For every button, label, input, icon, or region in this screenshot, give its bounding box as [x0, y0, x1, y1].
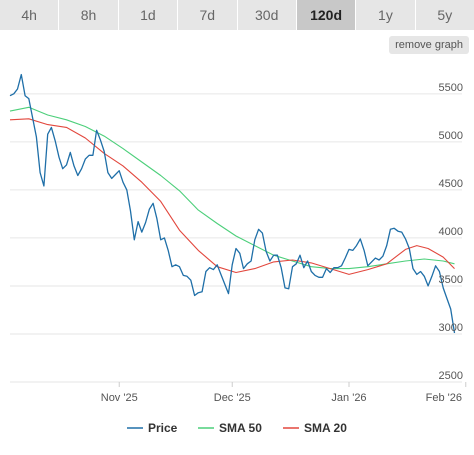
series-line-sma-50 [9, 106, 455, 270]
x-tick-label: Jan '26 [331, 392, 366, 404]
chart-grid [10, 93, 462, 383]
x-axis: Nov '25 Dec '25 Jan '26 Feb '26 [101, 382, 467, 404]
tab-4h[interactable]: 4h [0, 0, 60, 30]
legend-label[interactable]: SMA 20 [304, 421, 347, 435]
series-line-price [9, 73, 456, 334]
series-line-sma-20 [9, 118, 455, 275]
y-tick-label: 2500 [439, 370, 463, 382]
remove-graph-button[interactable]: remove graph [389, 36, 469, 54]
y-tick-label: 4000 [439, 226, 463, 238]
y-tick-label: 3500 [439, 274, 463, 286]
timeframe-tabs: 4h 8h 1d 7d 30d 120d 1y 5y [0, 0, 474, 30]
chart-legend: Price SMA 50 SMA 20 [127, 421, 347, 435]
y-tick-label: 5500 [439, 82, 463, 94]
x-tick-label: Feb '26 [426, 392, 462, 404]
legend-label[interactable]: Price [148, 421, 178, 435]
tab-30d[interactable]: 30d [238, 0, 297, 30]
price-chart: 2500 3000 3500 4000 4500 5000 5500 Nov '25 Dec … [9, 73, 467, 435]
tab-5y[interactable]: 5y [437, 7, 453, 23]
tab-7d[interactable]: 7d [178, 0, 238, 30]
chart-series [9, 73, 456, 334]
legend-label[interactable]: SMA 50 [219, 421, 262, 435]
y-tick-label: 5000 [439, 130, 463, 142]
y-tick-label: 3000 [439, 322, 463, 334]
tab-120d[interactable]: 120d [296, 0, 357, 30]
x-tick-label: Nov '25 [101, 392, 138, 404]
y-axis: 2500 3000 3500 4000 4500 5000 5500 [439, 82, 463, 382]
x-tick-label: Dec '25 [214, 392, 251, 404]
tab-1d[interactable]: 1d [119, 0, 179, 30]
tab-8h[interactable]: 8h [59, 0, 119, 30]
y-tick-label: 4500 [439, 178, 463, 190]
tab-1y[interactable]: 1y [356, 0, 416, 30]
